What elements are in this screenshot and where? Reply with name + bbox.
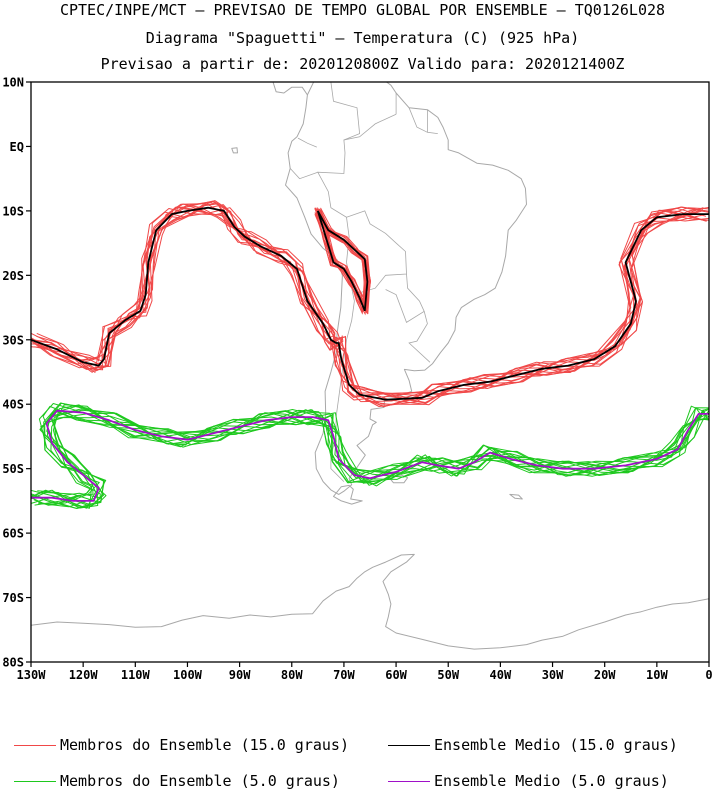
lon-tick-label: 10W: [646, 668, 668, 682]
legend-item-mean-15: Ensemble Medio (15.0 graus): [388, 735, 678, 755]
legend-swatch-mean-15: [388, 744, 430, 746]
temp-5-member-line: [31, 408, 709, 506]
coastline-layer: [31, 82, 709, 650]
coastline-antarctica: [31, 553, 709, 650]
lon-tick-label: 30W: [542, 668, 564, 682]
temp-15-mean-loop: [316, 210, 369, 312]
temp-5-member-line: [31, 408, 709, 507]
country-border: [385, 273, 425, 323]
contour-lines-layer: [31, 200, 709, 509]
coastline-island: [509, 493, 523, 500]
country-border: [297, 137, 317, 148]
country-border: [289, 168, 318, 180]
legend-swatch-members-15: [14, 744, 56, 746]
legend-label-members-5: Membros do Ensemble (5.0 graus): [60, 772, 340, 790]
map-title-line-2: Diagrama "Spaguetti" – Temperatura (C) (…: [145, 29, 580, 47]
country-border: [427, 109, 438, 134]
legend-label-members-15: Membros do Ensemble (15.0 graus): [60, 736, 349, 754]
lat-tick-label: 60S: [2, 527, 24, 541]
lon-tick-label: 130W: [17, 668, 47, 682]
temp-5-member-line: [31, 404, 703, 509]
temp-5-member-line: [34, 412, 703, 506]
temp-5-mean-line: [31, 409, 709, 502]
lon-tick-label: 90W: [229, 668, 251, 682]
lat-tick-label: EQ: [10, 140, 24, 154]
legend-row-1: Membros do Ensemble (15.0 graus) Ensembl…: [0, 735, 725, 755]
plot-frame: [30, 81, 710, 663]
lat-tick-label: 50S: [2, 462, 24, 476]
legend-label-mean-15: Ensemble Medio (15.0 graus): [434, 736, 678, 754]
legend-item-members-15: Membros do Ensemble (15.0 graus): [14, 735, 349, 755]
lon-tick-label: 50W: [437, 668, 459, 682]
lat-tick-label: 10S: [2, 204, 24, 218]
temp-5-member-line: [33, 405, 709, 506]
temp-5-member-line: [37, 404, 705, 509]
lon-tick-label: 80W: [281, 668, 303, 682]
lat-tick-label: 30S: [2, 333, 24, 347]
coastline-south-america: [285, 82, 527, 495]
lon-tick-label: 20W: [594, 668, 616, 682]
temp-15-mean-line: [31, 206, 709, 401]
legend-swatch-mean-5: [388, 780, 430, 782]
temp-15-member-line: [31, 203, 709, 405]
legend-item-members-5: Membros do Ensemble (5.0 graus): [14, 771, 340, 791]
lon-tick-label: 60W: [385, 668, 407, 682]
legend-swatch-members-5: [14, 780, 56, 782]
country-border: [346, 210, 407, 294]
coastline-island: [387, 474, 409, 484]
legend-row-2: Membros do Ensemble (5.0 graus) Ensemble…: [0, 771, 725, 791]
country-border: [330, 82, 361, 141]
lat-tick-label: 80S: [2, 656, 24, 670]
lon-tick-label: 70W: [333, 668, 355, 682]
lon-tick-label: 0: [705, 668, 712, 682]
lat-tick-label: 70S: [2, 591, 24, 605]
map-title-line-3: Previsao a partir de: 2020120800Z Valido…: [100, 55, 625, 73]
temp-15-member-loop: [314, 208, 368, 315]
coastline-central-america: [272, 82, 308, 96]
lat-tick-label: 10N: [2, 76, 24, 90]
lon-tick-label: 110W: [121, 668, 151, 682]
temp-15-member-line: [34, 203, 709, 406]
temp-15-member-line: [36, 206, 709, 403]
lat-tick-label: 40S: [2, 398, 24, 412]
legend-label-mean-5: Ensemble Medio (5.0 graus): [434, 772, 669, 790]
lon-tick-label: 40W: [490, 668, 512, 682]
coastline-island: [231, 147, 238, 154]
legend-item-mean-5: Ensemble Medio (5.0 graus): [388, 771, 669, 791]
country-border: [408, 107, 428, 133]
lon-tick-label: 120W: [69, 668, 99, 682]
temp-15-member-line: [31, 204, 709, 401]
temp-15-member-line: [31, 203, 709, 397]
lon-tick-label: 100W: [173, 668, 203, 682]
map-title-line-1: CPTEC/INPE/MCT – PREVISAO DE TEMPO GLOBA…: [59, 1, 666, 19]
country-border: [317, 113, 397, 263]
temp-15-member-line: [37, 201, 708, 404]
temp-5-member-line: [31, 402, 709, 509]
lat-tick-label: 20S: [2, 269, 24, 283]
coastline-island: [333, 484, 363, 505]
country-border: [408, 311, 431, 363]
